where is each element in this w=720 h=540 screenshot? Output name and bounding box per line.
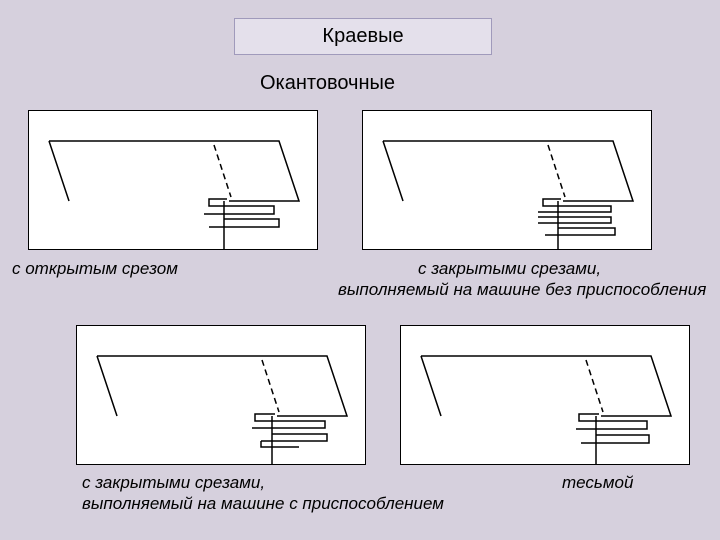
seam-open-cut-svg [29,111,319,251]
diagram-closed-with-device [76,325,366,465]
caption-closed-with-device-line1: с закрытыми срезами, [82,472,265,493]
caption-ribbon: тесьмой [562,472,633,493]
caption-closed-no-device-line2: выполняемый на машине без приспособления [338,279,706,300]
subtitle: Окантовочные [260,72,395,95]
caption-open-cut: с открытым срезом [12,258,178,279]
seam-closed-no-device-svg [363,111,653,251]
title-text: Краевые [322,25,403,47]
seam-ribbon-svg [401,326,691,466]
diagram-ribbon [400,325,690,465]
diagram-closed-no-device [362,110,652,250]
caption-closed-with-device-line2: выполняемый на машине с приспособлением [82,493,444,514]
title-box: Краевые [234,18,492,55]
seam-closed-with-device-svg [77,326,367,466]
caption-closed-no-device-line1: с закрытыми срезами, [418,258,601,279]
diagram-open-cut [28,110,318,250]
